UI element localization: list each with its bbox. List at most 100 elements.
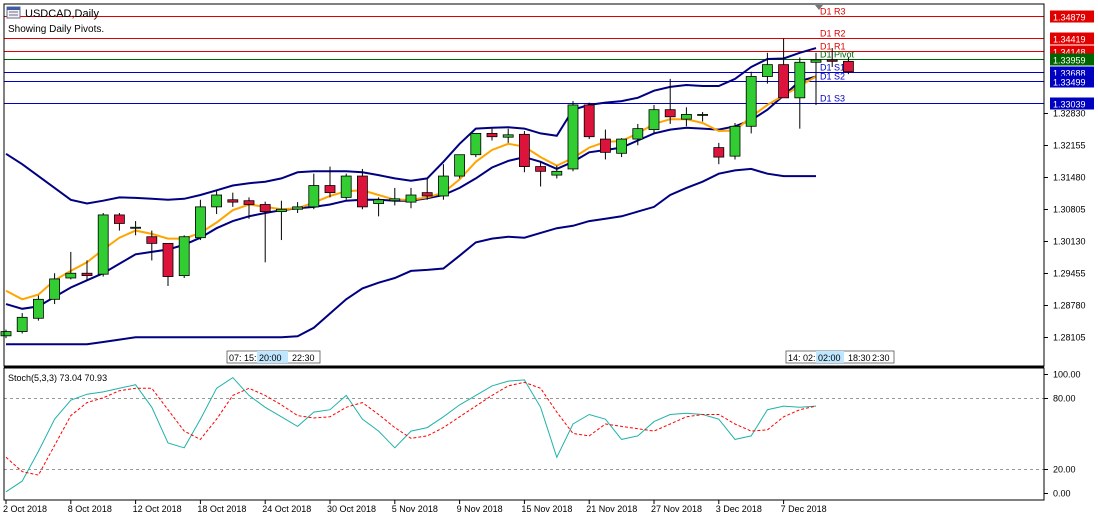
price-tick-label: 1.30130: [1053, 237, 1086, 247]
candle-body: [745, 76, 757, 127]
price-tick-label: 1.30805: [1053, 205, 1086, 215]
candle-body: [794, 61, 806, 99]
chart-title: USDCAD,Daily: [25, 8, 99, 20]
pivot-label: D1 R3: [820, 7, 846, 17]
candle-body: [502, 134, 514, 138]
candle-body: [826, 59, 838, 62]
candle-body: [308, 185, 320, 208]
date-label: 3 Dec 2018: [716, 504, 762, 514]
bb-lower-line: [6, 167, 816, 346]
date-label: 18 Oct 2018: [197, 504, 246, 514]
candle-body: [259, 204, 271, 213]
pivot-label: D1 R1: [820, 42, 846, 52]
candle-body: [162, 242, 174, 277]
candle-body: [729, 125, 741, 157]
stoch-k-line: [5, 376, 817, 493]
candle-body: [292, 206, 304, 210]
session-marker: 18:30: [848, 353, 871, 363]
candle-body: [567, 104, 579, 170]
pivot-label: D1 Pivot: [820, 50, 855, 60]
date-label: 5 Nov 2018: [392, 504, 438, 514]
candle-body: [713, 147, 725, 158]
candle-body: [130, 226, 142, 229]
pivot-price-label: 1.33959: [1053, 56, 1086, 66]
main-chart-frame: [3, 3, 1045, 367]
date-label: 15 Nov 2018: [521, 504, 572, 514]
pivot-price-label: 1.33499: [1053, 78, 1086, 88]
session-marker: 2:30: [872, 353, 890, 363]
pivot-label: D1 S3: [820, 94, 845, 104]
candle-body: [0, 331, 12, 337]
price-tick-label: 1.32830: [1053, 109, 1086, 119]
candle-body: [843, 60, 854, 73]
session-marker: 22:30: [292, 353, 315, 363]
candle-body: [778, 64, 789, 99]
date-label: 8 Oct 2018: [68, 504, 112, 514]
candle-body: [356, 175, 368, 208]
pivot-price-tag: [1050, 32, 1094, 45]
date-label: 7 Dec 2018: [781, 504, 827, 514]
date-label: 27 Nov 2018: [651, 504, 702, 514]
candle-body: [664, 109, 676, 118]
session-markers-left: 07: 15: 20:00 22:30: [226, 350, 321, 364]
candle-body: [648, 109, 660, 130]
candle-body: [340, 175, 352, 198]
pivot-label: D1 R2: [820, 29, 846, 39]
candle-body: [49, 278, 60, 300]
candle-body: [97, 214, 109, 275]
chart-subtitle: Showing Daily Pivots.: [8, 24, 104, 35]
candle-body: [583, 104, 595, 138]
pivot-price-label: 1.33039: [1053, 100, 1086, 110]
price-tick-label: 1.32155: [1053, 141, 1086, 151]
session-marker: 02:: [803, 353, 816, 363]
candle-body: [114, 214, 125, 224]
candle-body: [275, 208, 287, 213]
pivot-label: D1 S1: [820, 63, 845, 73]
candle-body: [762, 64, 773, 77]
candle-body: [194, 206, 206, 239]
shift-marker-icon[interactable]: [815, 5, 823, 10]
date-label: 12 Oct 2018: [133, 504, 182, 514]
candle-body: [486, 132, 498, 138]
session-marker: 14:: [788, 353, 801, 363]
pivot-price-label: 1.34879: [1053, 13, 1086, 23]
candle-body: [616, 138, 627, 154]
price-tick-label: 1.28105: [1053, 333, 1086, 343]
pivot-price-tag: [1050, 75, 1094, 88]
session-marker: 07:: [229, 353, 242, 363]
stoch-axis: 100.00 80.00 20.00 0.00: [1044, 370, 1081, 499]
candle-body: [33, 298, 44, 319]
candle-body: [810, 59, 822, 63]
candle-body: [389, 198, 401, 202]
candle-body: [373, 199, 385, 204]
candle-body: [324, 185, 336, 194]
session-marker: 15:: [244, 353, 257, 363]
pivot-price-label: 1.33688: [1053, 69, 1086, 79]
candle-body: [178, 236, 190, 277]
bb-upper-line: [5, 47, 817, 205]
stoch-tick-label: 20.00: [1053, 465, 1076, 475]
stoch-d-line: [5, 381, 817, 476]
stoch-label: Stoch(5,3,3) 73.04 70.93: [8, 373, 107, 383]
pivot-price-label: 1.34148: [1053, 48, 1086, 58]
candle-body: [211, 194, 223, 208]
stoch-tick-label: 100.00: [1053, 370, 1081, 380]
date-label: 24 Oct 2018: [262, 504, 311, 514]
price-axis: 1.32830 1.32155 1.31480 1.30805 1.30130 1.294…: [1044, 109, 1086, 343]
date-label: 9 Nov 2018: [457, 504, 503, 514]
date-label: 30 Oct 2018: [327, 504, 376, 514]
session-marker: 02:00: [818, 353, 841, 363]
stoch-tick-label: 80.00: [1053, 394, 1076, 404]
window-icon[interactable]: [6, 6, 21, 19]
price-tick-label: 1.29455: [1053, 269, 1086, 279]
candle-body: [421, 192, 433, 197]
date-label: 21 Nov 2018: [586, 504, 637, 514]
date-axis: 2 Oct 2018 8 Oct 2018 12 Oct 2018 18 Oct 20…: [3, 500, 827, 514]
candle-body: [454, 154, 466, 177]
stoch-tick-label: 0.00: [1053, 489, 1071, 499]
candle-body: [697, 114, 708, 116]
pivot-label: D1 S2: [820, 72, 845, 82]
